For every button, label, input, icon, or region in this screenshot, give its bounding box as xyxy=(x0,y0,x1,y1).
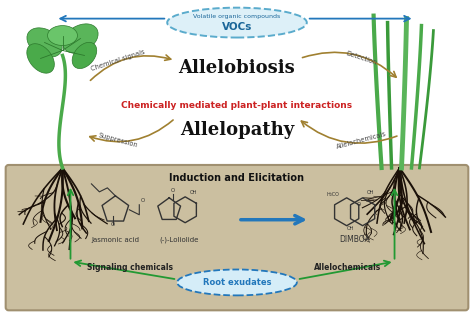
Text: Induction and Elicitation: Induction and Elicitation xyxy=(170,173,304,183)
Text: (-)-Loliolide: (-)-Loliolide xyxy=(159,236,199,243)
Text: Chemically mediated plant-plant interactions: Chemically mediated plant-plant interact… xyxy=(121,101,353,110)
Text: VOCs: VOCs xyxy=(222,22,252,32)
FancyBboxPatch shape xyxy=(6,165,468,310)
Text: Allelobiosis: Allelobiosis xyxy=(179,59,295,77)
Text: OH: OH xyxy=(367,190,374,195)
Text: Allelochemicals: Allelochemicals xyxy=(336,130,387,150)
Ellipse shape xyxy=(167,8,307,38)
Ellipse shape xyxy=(27,28,62,57)
Text: OH: OH xyxy=(190,190,197,195)
Ellipse shape xyxy=(47,25,77,46)
Ellipse shape xyxy=(27,44,55,73)
Text: Allelopathy: Allelopathy xyxy=(180,121,294,139)
Text: Volatile organic compounds: Volatile organic compounds xyxy=(193,14,281,19)
Ellipse shape xyxy=(63,24,98,53)
Text: O: O xyxy=(171,188,175,193)
Text: H₃CO: H₃CO xyxy=(326,192,339,197)
Text: O: O xyxy=(356,202,361,207)
Text: DIMBOA: DIMBOA xyxy=(339,235,370,244)
Ellipse shape xyxy=(177,269,297,295)
Text: O: O xyxy=(111,222,116,227)
Ellipse shape xyxy=(72,42,97,68)
Text: Allelochemicals: Allelochemicals xyxy=(314,263,381,272)
Text: Signaling chemicals: Signaling chemicals xyxy=(87,263,173,272)
Text: OH: OH xyxy=(347,226,355,231)
Text: Suppression: Suppression xyxy=(98,132,139,148)
Text: O: O xyxy=(141,198,146,203)
Text: Root exudates: Root exudates xyxy=(203,278,271,287)
Text: Detection: Detection xyxy=(346,51,378,66)
Text: Chemical signals: Chemical signals xyxy=(91,49,146,72)
Text: Jasmonic acid: Jasmonic acid xyxy=(91,237,139,243)
